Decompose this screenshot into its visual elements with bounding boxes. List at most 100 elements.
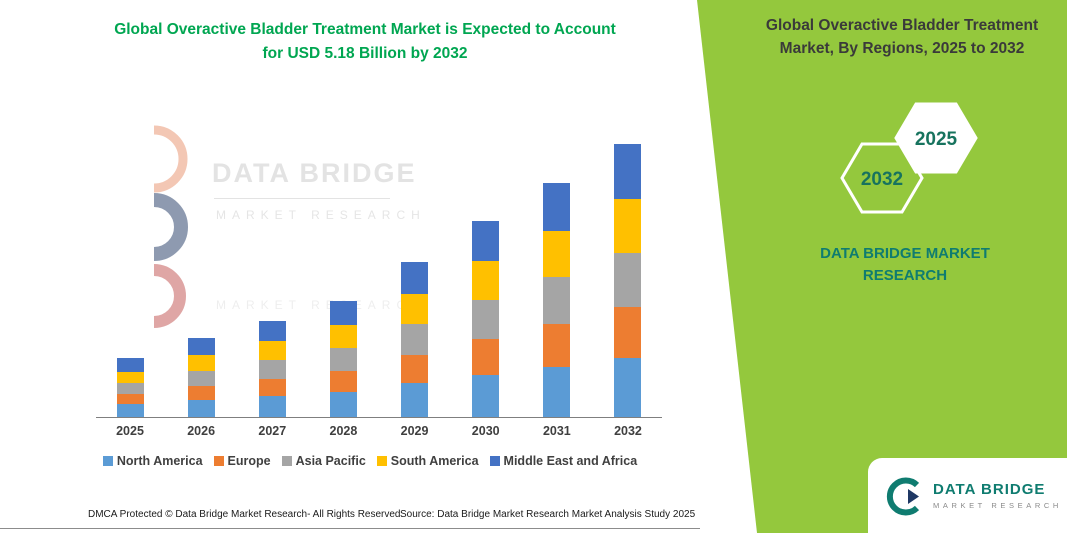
bar-group-2032 [608,143,648,417]
segment-middle-east-and-africa [543,183,571,231]
segment-north-america [329,391,357,417]
legend: North America Europe Asia Pacific South Ame… [60,454,680,468]
legend-label: Asia Pacific [295,454,366,468]
segment-middle-east-and-africa [329,301,357,325]
watermark-title: DATA BRIDGE [212,158,417,188]
segment-europe [258,378,286,396]
legend-item-europe: Europe [213,454,271,468]
chart-title: Global Overactive Bladder Treatment Mark… [114,21,616,63]
segment-asia-pacific [614,253,642,308]
footer-dmca-text: DMCA Protected © Data Bridge Market Rese… [88,509,404,520]
legend-swatch [376,456,387,466]
legend-label: North America [116,454,203,468]
bar-group-2031 [537,183,577,417]
x-axis-labels: 2025 2026 2027 2028 2029 2030 2031 2032 [96,424,662,438]
segment-south-america [543,230,571,278]
logo-name: DATA BRIDGE [933,481,1046,498]
x-label-2027: 2027 [258,424,287,438]
segment-south-america [116,371,144,384]
stacked-bar-2025 [116,358,144,417]
bar-group-2025 [110,358,150,417]
segment-south-america [472,261,500,301]
segment-north-america [187,400,215,417]
stacked-bar-2026 [187,338,215,417]
x-label-2029: 2029 [400,424,429,438]
right-panel-title: Global Overactive Bladder Treatment Mark… [765,17,1039,58]
hexagon-years: 2025 2032 [840,102,978,214]
segment-asia-pacific [472,300,500,339]
bar-group-2030 [466,221,506,417]
x-label-2026: 2026 [187,424,216,438]
hexagon-2025-label: 2025 [915,129,958,150]
legend-swatch [102,456,113,466]
legend-swatch [213,456,224,466]
segment-south-america [401,293,429,325]
stacked-bar-2030 [472,221,500,417]
segment-europe [116,393,144,405]
segment-asia-pacific [116,383,144,394]
segment-south-america [614,198,642,254]
legend-swatch [489,456,500,466]
watermark: DATA BRIDGE MARKET RESEARCH MARKET RESEA… [138,122,468,352]
segment-europe [187,385,215,401]
logo-text: DATA BRIDGE MARKET RESEARCH [933,481,1062,510]
segment-middle-east-and-africa [258,321,286,342]
bar-group-2027 [252,321,292,417]
logo-box: DATA BRIDGE MARKET RESEARCH [868,458,1067,533]
segment-middle-east-and-africa [401,262,429,294]
stacked-bar-2032 [614,143,642,417]
segment-asia-pacific [401,324,429,355]
watermark-subtitle: MARKET RESEARCH [216,208,426,222]
watermark-underline [214,198,390,199]
segment-north-america [543,366,571,417]
segment-middle-east-and-africa [472,221,500,262]
x-label-2028: 2028 [329,424,358,438]
segment-north-america [472,374,500,417]
segment-asia-pacific [543,277,571,324]
stacked-bar-2031 [543,183,571,417]
logo-tagline: MARKET RESEARCH [933,501,1062,510]
segment-middle-east-and-africa [116,358,144,372]
segment-south-america [329,324,357,348]
x-label-2032: 2032 [614,424,642,438]
hexagon-2032-label: 2032 [861,169,903,190]
segment-middle-east-and-africa [187,338,215,356]
stacked-bar-2027 [258,321,286,417]
segment-north-america [258,395,286,417]
segment-north-america [116,404,144,417]
segment-europe [401,354,429,384]
legend-label: Middle East and Africa [503,454,638,468]
legend-swatch [281,456,292,466]
segment-asia-pacific [187,371,215,386]
stacked-bar-2029 [401,262,429,417]
footer-source-text: Source: Data Bridge Market Research Mark… [400,509,696,520]
plot-area [96,126,662,418]
segment-asia-pacific [258,360,286,379]
segment-north-america [614,357,642,417]
footer-divider [0,528,700,529]
bar-group-2028 [323,301,363,417]
data-bridge-logo-icon [886,477,920,515]
stacked-bar-2028 [329,301,357,417]
hexagon-2025 [894,102,978,174]
segment-europe [614,307,642,358]
segment-asia-pacific [329,347,357,371]
legend-item-south-america: South America [376,454,479,468]
segment-europe [329,370,357,392]
x-label-2030: 2030 [471,424,500,438]
legend-label: Europe [227,454,271,468]
hexagon-2032 [840,142,924,214]
segment-europe [472,338,500,375]
x-label-2025: 2025 [116,424,144,438]
segment-south-america [187,355,215,372]
watermark-logo-icon [153,125,188,328]
legend-item-asia-pacific: Asia Pacific [281,454,366,468]
segment-south-america [258,341,286,361]
segment-europe [543,323,571,367]
brand-text: DATA BRIDGE MARKET RESEARCH [820,245,990,284]
watermark-ghost-text: MARKET RESEARCH [216,298,426,312]
legend-label: South America [390,454,479,468]
bar-group-2029 [395,262,435,417]
legend-item-north-america: North America [102,454,203,468]
